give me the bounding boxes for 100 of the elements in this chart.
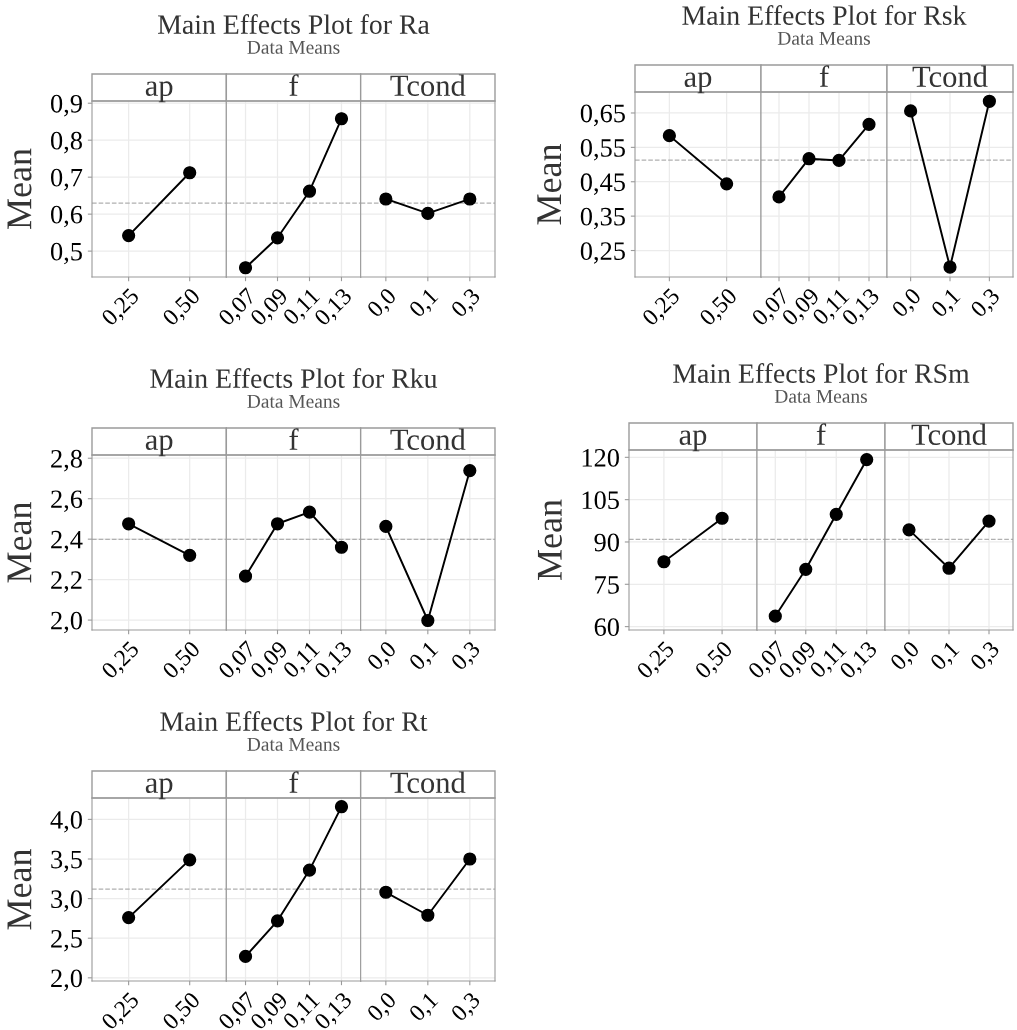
text: Main Effects Plot for Rku [150,368,438,388]
x-tick-label: 0,50 [698,287,741,329]
y-tick-label: 0,45 [580,173,625,195]
y-tick-label: 0,8 [50,131,82,154]
x-tick-label: 0,3 [450,640,484,674]
point [302,184,317,198]
chart-title: f [289,771,299,793]
point [768,609,782,623]
text: Data Means [247,737,340,751]
y-tick-label: 0,65 [580,104,625,127]
point [238,261,253,275]
x-tick-label: 0,25 [635,640,678,682]
point [832,153,846,168]
point [799,562,813,576]
point [238,949,253,964]
y-axis-title: Mean [7,848,32,930]
x-tick-label: 0,1 [408,991,441,1025]
text: Data Means [247,40,340,54]
x-tick-label: 0,50 [161,287,204,329]
chart-title: Tcond [912,65,988,88]
y-axis-title: Mean [537,499,562,581]
y-tick-label: 0,25 [580,242,625,264]
text: Main Effects Plot for RSm [673,363,970,383]
y-tick-label: 0,5 [50,242,82,265]
chart-title: ap [679,430,707,452]
point [862,117,876,131]
chart-title: Tcond [390,771,466,794]
y-tick-label: 0,9 [50,94,82,117]
x-tick-label: 0,50 [161,640,204,682]
y-tick-label: 60 [594,618,619,637]
y-tick-label: 90 [594,533,619,552]
x-tick-label: 0,25 [100,640,143,682]
x-tick-label: 0,3 [450,287,484,321]
x-tick-label: 0,0 [890,287,925,321]
point [802,152,816,166]
chart-title: Tcond [911,423,987,446]
point [829,507,843,521]
point [302,505,317,519]
x-tick-label: 0,50 [161,991,204,1030]
x-tick-label: 0,0 [889,640,923,674]
chart-title: f [289,74,299,96]
y-tick-label: 2,2 [51,571,82,593]
x-tick-label: 0,1 [408,287,441,321]
y-axis-title: Mean [7,501,32,583]
x-tick-label: 0,3 [450,991,484,1025]
text: Main Effects Plot for Rsk [682,5,967,25]
text: Data Means [774,389,867,403]
y-tick-label: 2,0 [51,611,82,634]
chart-title: ap [145,81,173,103]
chart-title: Tcond [390,74,466,97]
y-tick-label: 2,0 [51,969,82,992]
x-tick-label: 0,0 [366,991,400,1025]
point [270,517,285,531]
y-tick-label: 0,7 [50,168,83,191]
text: Main Effects Plot for Rt [160,711,428,731]
chart-title: Tcond [390,428,466,451]
text: Main Effects Plot for Ra [158,14,430,34]
y-tick-label: 105 [582,491,619,510]
x-tick-label: 0,3 [969,287,1003,321]
x-tick-label: 0,25 [100,287,143,329]
point [270,914,285,928]
x-tick-label: 0,3 [969,640,1003,674]
text: Data Means [247,394,340,408]
y-tick-label: 2,4 [51,530,83,553]
point [334,540,349,554]
y-tick-label: 2,5 [51,929,82,952]
x-tick-label: 0,50 [693,640,736,682]
x-tick-label: 0,0 [366,287,400,321]
point [334,800,349,814]
chart-title: f [289,428,299,450]
x-tick-label: 0,25 [641,287,683,329]
y-tick-label: 3,5 [51,850,82,873]
point [860,452,874,467]
x-tick-label: 0,1 [929,640,963,674]
x-tick-label: 0,1 [408,640,441,674]
y-tick-label: 4,0 [50,811,82,833]
point [302,863,317,877]
chart-title: f [819,65,830,87]
y-tick-label: 0,55 [580,138,625,161]
y-tick-label: 120 [582,448,619,467]
y-tick-label: 2,6 [51,490,83,512]
text: Data Means [777,31,870,45]
y-tick-label: 3,0 [51,890,82,912]
chart-title: f [816,423,827,445]
chart-title: ap [684,72,712,94]
y-tick-label: 75 [595,576,619,594]
y-tick-label: 0,35 [580,207,625,230]
y-axis-title: Mean [537,143,562,225]
y-axis-title: Mean [7,148,32,230]
point [334,112,349,126]
point [238,569,253,583]
chart-title: ap [145,778,173,800]
x-tick-label: 0,1 [930,287,964,321]
y-tick-label: 2,8 [51,449,82,472]
point [772,190,786,204]
point [270,231,285,245]
chart-title: ap [145,435,173,457]
x-tick-label: 0,0 [366,640,400,674]
x-tick-label: 0,25 [100,991,143,1030]
y-tick-label: 0,6 [50,205,83,228]
